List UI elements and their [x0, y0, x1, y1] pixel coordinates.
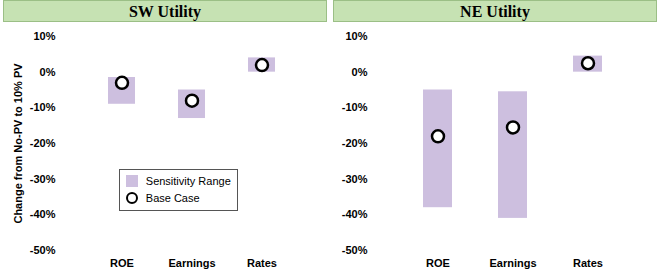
svg-text:Change from No-PV to 10% PV: Change from No-PV to 10% PV	[12, 63, 24, 224]
svg-text:-30%: -30%	[30, 173, 56, 185]
html-text:Base Case: Base Case	[145, 192, 200, 205]
svg-text:0%: 0%	[352, 66, 368, 78]
svg-text:Rates: Rates	[247, 257, 277, 269]
svg-text:10%: 10%	[345, 30, 367, 42]
svg-text:Earnings: Earnings	[168, 257, 215, 269]
svg-text:0%: 0%	[40, 66, 56, 78]
svg-text:-20%: -20%	[30, 137, 56, 149]
html-text:SW Utility: SW Utility	[128, 3, 202, 20]
svg-text:-10%: -10%	[30, 101, 56, 113]
html-text:NE Utility: NE Utility	[460, 3, 530, 20]
html-text:Sensitivity Range: Sensitivity Range	[145, 175, 231, 188]
svg-text:-50%: -50%	[30, 244, 56, 256]
svg-text:ROE: ROE	[110, 257, 134, 269]
svg-text:-20%: -20%	[342, 137, 368, 149]
svg-text:10%: 10%	[33, 30, 55, 42]
svg-text:-40%: -40%	[30, 208, 56, 220]
svg-text:Earnings: Earnings	[489, 257, 536, 269]
svg-text:-30%: -30%	[342, 173, 368, 185]
svg-text:-40%: -40%	[342, 208, 368, 220]
svg-text:Rates: Rates	[573, 257, 603, 269]
svg-text:-10%: -10%	[342, 101, 368, 113]
svg-text:ROE: ROE	[426, 257, 450, 269]
svg-text:-50%: -50%	[342, 244, 368, 256]
